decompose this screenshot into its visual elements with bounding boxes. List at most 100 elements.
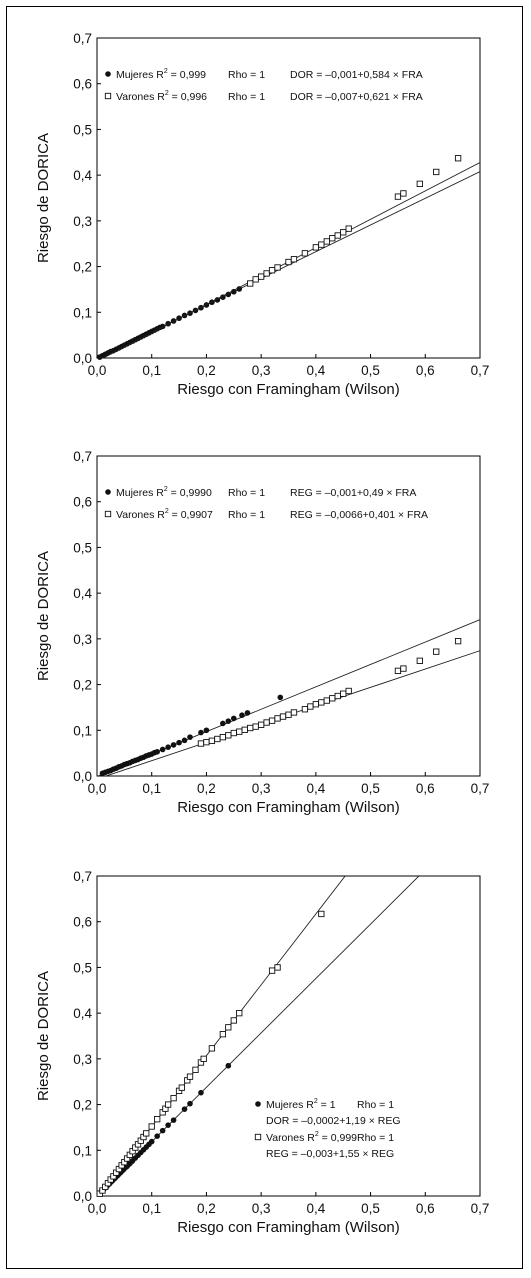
data-point-mujeres: [277, 694, 284, 701]
data-point-varones: [263, 270, 270, 277]
data-point-mujeres: [170, 742, 177, 748]
data-point-varones: [334, 232, 341, 239]
data-point-varones: [200, 1055, 207, 1063]
legend-marker-mujeres: [105, 71, 111, 77]
data-point-varones: [345, 225, 352, 232]
legend-entry: Mujeres R2 = 0,9990: [116, 486, 212, 499]
data-point-varones: [323, 697, 330, 704]
data-point-varones: [219, 733, 226, 741]
legend-marker-varones: [254, 1133, 262, 1141]
x-tick-label: 0,7: [471, 781, 490, 796]
legend-equation: DOR = –0,001+0,584 × FRA: [290, 69, 423, 81]
x-axis-label: Riesgo con Framingham (Wilson): [177, 1219, 400, 1236]
data-point-varones: [236, 1009, 243, 1017]
data-point-mujeres: [220, 294, 226, 301]
data-point-varones: [400, 665, 407, 672]
x-tick-label: 0,4: [306, 363, 325, 378]
x-tick-label: 0,4: [306, 781, 325, 796]
data-point-varones: [345, 687, 352, 695]
y-tick-label: 0,6: [73, 77, 92, 92]
x-tick-label: 0,2: [197, 363, 216, 378]
y-tick-label: 0,3: [73, 214, 92, 229]
legend: Mujeres R2 = 0,9990 Rho = 1 REG = –0,001+0…: [104, 486, 428, 521]
y-tick-label: 0,4: [73, 586, 92, 601]
legend-marker-varones: [104, 92, 112, 100]
data-point-mujeres: [187, 1100, 193, 1107]
data-point-mujeres: [239, 712, 245, 718]
y-tick-label: 0,0: [73, 351, 92, 366]
data-point-varones: [219, 1031, 226, 1038]
data-point-varones: [416, 180, 423, 187]
data-point-varones: [236, 728, 243, 735]
fit-line: [97, 876, 346, 1196]
data-point-varones: [285, 258, 292, 266]
data-point-varones: [274, 715, 281, 722]
y-tick-label: 0,6: [73, 495, 92, 510]
x-axis-label: Riesgo con Framingham (Wilson): [177, 799, 400, 816]
data-point-varones: [252, 723, 259, 730]
plot-area: [96, 37, 481, 359]
legend-equation: REG = –0,003+1,55 × REG: [266, 1148, 394, 1160]
legend-entry: Varones R2 = 0,999: [266, 1131, 357, 1144]
data-point-mujeres: [244, 710, 251, 716]
data-point-mujeres: [181, 737, 188, 744]
y-tick-label: 0,5: [73, 960, 92, 975]
legend-rho: Rho = 1: [228, 487, 265, 499]
data-point-mujeres: [154, 1133, 160, 1139]
legend-rho: Rho = 1: [228, 91, 265, 103]
data-point-varones: [247, 724, 254, 732]
data-point-varones: [208, 1045, 216, 1052]
data-point-mujeres: [176, 739, 182, 746]
y-axis-label: Riesgo de DORICA: [35, 551, 52, 681]
legend-equation: REG = –0,001+0,49 × FRA: [290, 487, 416, 499]
x-tick-label: 0,5: [361, 363, 380, 378]
data-point-varones: [340, 229, 347, 236]
data-point-mujeres: [198, 1089, 204, 1096]
legend-equation: REG = –0,0066+0,401 × FRA: [290, 509, 428, 521]
x-tick-label: 0,2: [197, 1201, 216, 1216]
y-axis-label: Riesgo de DORICA: [35, 971, 52, 1101]
data-point-varones: [154, 1116, 161, 1123]
x-tick-label: 0,1: [142, 781, 161, 796]
data-point-mujeres: [230, 715, 237, 722]
y-tick-label: 0,1: [73, 305, 92, 320]
y-tick-label: 0,3: [73, 1052, 92, 1067]
data-point-varones: [263, 719, 270, 726]
x-tick-label: 0,1: [142, 363, 161, 378]
data-point-varones: [307, 703, 314, 710]
data-point-varones: [178, 1084, 185, 1091]
data-point-mujeres: [198, 729, 204, 736]
y-tick-label: 0,2: [73, 678, 92, 693]
data-point-varones: [274, 964, 281, 971]
legend-entry: Mujeres R2 = 0,999: [116, 68, 206, 81]
data-point-mujeres: [154, 748, 160, 755]
y-tick-label: 0,3: [73, 632, 92, 647]
data-point-varones: [148, 1123, 155, 1130]
x-tick-label: 0,6: [416, 363, 435, 378]
data-point-mujeres: [214, 297, 221, 303]
data-point-varones: [268, 967, 276, 974]
data-point-varones: [301, 706, 309, 713]
data-point-varones: [312, 244, 320, 251]
data-point-varones: [433, 168, 440, 176]
x-tick-label: 0,5: [361, 781, 380, 796]
y-tick-label: 0,7: [73, 449, 92, 464]
y-tick-label: 0,2: [73, 1098, 92, 1113]
data-point-varones: [318, 699, 325, 706]
data-point-mujeres: [165, 744, 171, 750]
fit-line: [97, 876, 420, 1196]
legend-rho: Rho = 1: [228, 69, 265, 81]
data-point-varones: [192, 1066, 199, 1073]
y-tick-label: 0,0: [73, 1189, 92, 1204]
data-point-varones: [454, 637, 462, 645]
data-point-varones: [214, 735, 221, 743]
chart-dor-vs-reg: 0,00,0 0,1 0,1 0,2 0,2 0,3 0,3 0,4 0,4 0,5 0,5 0,6 0…: [35, 869, 490, 1236]
legend-entry: Mujeres R2 = 1: [266, 1098, 336, 1111]
x-axis-label: Riesgo con Framingham (Wilson): [177, 381, 400, 398]
plot-area: [96, 875, 481, 1197]
legend-marker-mujeres: [255, 1101, 261, 1107]
chart-dor-vs-framingham: 0,00,0 0,1 0,1 0,2 0,2 0,3 0,3 0,4 0,4 0,5 0,5 0,6 0…: [35, 31, 489, 398]
x-tick-label: 0,7: [471, 1201, 490, 1216]
data-point-varones: [197, 740, 205, 747]
plot-area: [96, 455, 481, 777]
